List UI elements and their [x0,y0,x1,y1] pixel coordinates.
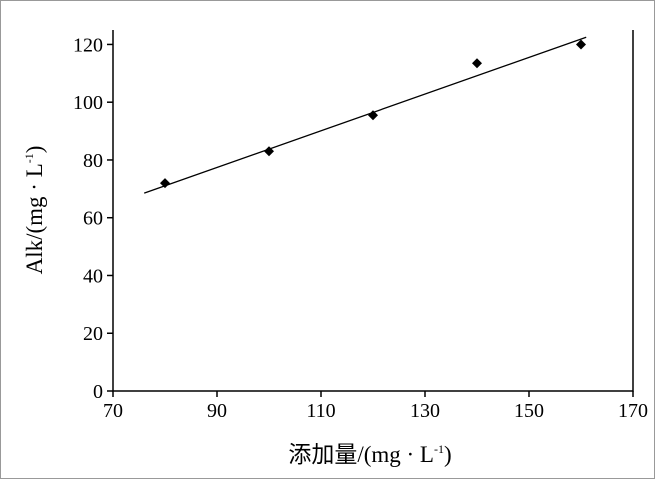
y-tick-label: 40 [83,265,103,287]
y-label-text: Alk/(mg · L [22,163,47,274]
point [160,178,170,189]
x-tick-label: 130 [410,400,440,422]
x-tick-label: 170 [618,400,648,422]
fit-line [143,36,587,194]
y-tick-label: 20 [83,323,103,345]
point [264,146,274,157]
x-axis-label: 添加量/(mg · L-1) [288,442,451,467]
y-tick-label: 120 [73,34,103,56]
y-tick-label: 100 [73,92,103,114]
y-tick-label: 60 [83,208,103,230]
axes [112,30,634,392]
y-label-sup: -1 [22,153,36,163]
x-tick-label: 110 [306,400,335,422]
x-tick-label: 150 [514,400,544,422]
y-label-end: ) [22,146,47,154]
y-tick-label: 80 [83,150,103,172]
y-axis-label: Alk/(mg · L-1) [22,146,47,275]
point [472,58,482,69]
x-label-text: 添加量/(mg · L [288,442,434,467]
point [576,39,586,50]
y-tick-label: 0 [93,381,103,403]
x-label-sup: -1 [434,442,444,456]
x-tick-label: 70 [103,400,123,422]
point [368,110,378,121]
x-label-end: ) [444,442,452,467]
x-tick-label: 90 [207,400,227,422]
